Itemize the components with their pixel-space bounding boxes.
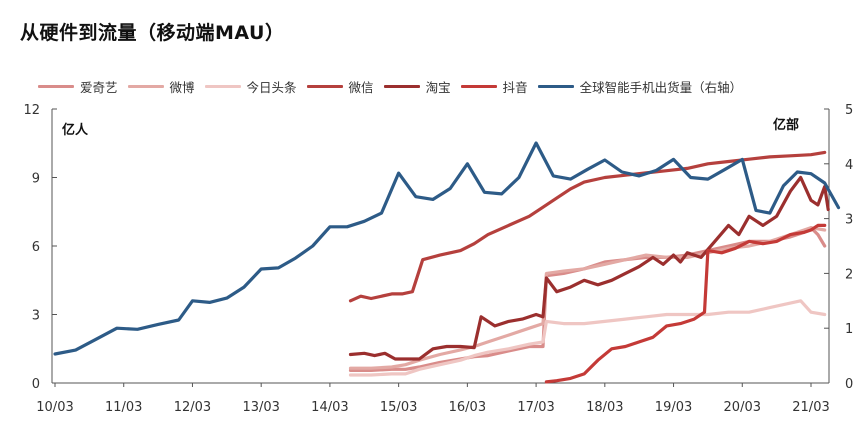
x-tick-label: 11/03 bbox=[105, 400, 142, 415]
legend-swatch bbox=[38, 85, 74, 88]
series-line-微博 bbox=[348, 226, 827, 370]
series-line-淘宝 bbox=[348, 175, 830, 361]
legend-swatch bbox=[306, 85, 343, 88]
legend-item: 爱奇艺 bbox=[38, 77, 118, 96]
legend-label: 今日头条 bbox=[246, 80, 297, 95]
right-tick-label: 3 bbox=[845, 213, 853, 228]
series-line-微信 bbox=[348, 150, 827, 303]
legend-item: 全球智能手机出货量（右轴） bbox=[537, 77, 743, 96]
x-tick-label: 10/03 bbox=[36, 400, 73, 415]
right-tick-label: 2 bbox=[845, 267, 853, 282]
right-tick-label: 0 bbox=[845, 377, 853, 392]
legend-label: 微信 bbox=[348, 80, 374, 95]
left-tick-label: 12 bbox=[23, 103, 40, 118]
x-tick-label: 21/03 bbox=[792, 400, 829, 415]
legend-label: 淘宝 bbox=[425, 80, 451, 95]
x-tick-label: 16/03 bbox=[449, 400, 486, 415]
x-tick-label: 14/03 bbox=[311, 400, 348, 415]
x-tick-label: 15/03 bbox=[380, 400, 417, 415]
x-tick-label: 12/03 bbox=[174, 400, 211, 415]
right-tick-label: 4 bbox=[845, 158, 853, 173]
series-line-抖音 bbox=[544, 223, 827, 384]
legend-item: 微信 bbox=[306, 77, 374, 96]
right-tick-label: 1 bbox=[845, 322, 853, 337]
right-unit-label: 亿部 bbox=[773, 117, 799, 133]
legend-label: 微博 bbox=[169, 80, 195, 95]
left-tick-label: 6 bbox=[32, 240, 40, 255]
chart-title: 从硬件到流量（移动端MAU） bbox=[20, 22, 285, 44]
left-tick-label: 3 bbox=[32, 309, 40, 324]
series-line-今日头条 bbox=[348, 299, 827, 377]
x-tick-label: 19/03 bbox=[655, 400, 692, 415]
x-tick-label: 18/03 bbox=[586, 400, 623, 415]
legend-label: 全球智能手机出货量（右轴） bbox=[579, 80, 743, 95]
legend-swatch bbox=[460, 85, 497, 88]
left-tick-label: 0 bbox=[32, 377, 40, 392]
legend-item: 抖音 bbox=[460, 77, 528, 96]
legend-item: 今日头条 bbox=[204, 77, 297, 96]
x-tick-label: 17/03 bbox=[517, 400, 554, 415]
right-tick-label: 5 bbox=[845, 103, 853, 118]
legend-swatch bbox=[204, 85, 241, 88]
legend-label: 爱奇艺 bbox=[80, 80, 118, 95]
x-tick-label: 13/03 bbox=[242, 400, 279, 415]
legend: 爱奇艺 微博 今日头条 微信 淘宝 抖音 全球智能手机出货量（右轴） bbox=[38, 77, 752, 96]
legend-item: 淘宝 bbox=[383, 77, 451, 96]
legend-swatch bbox=[127, 85, 164, 88]
left-unit-label: 亿人 bbox=[62, 122, 89, 138]
series-line-全球智能手机出货量（右轴） bbox=[53, 141, 841, 356]
legend-swatch bbox=[383, 85, 420, 88]
legend-swatch bbox=[537, 85, 574, 88]
legend-item: 微博 bbox=[127, 77, 195, 96]
legend-label: 抖音 bbox=[502, 80, 528, 95]
series-line-爱奇艺 bbox=[348, 226, 827, 372]
x-tick-label: 20/03 bbox=[724, 400, 761, 415]
series-lines bbox=[53, 141, 841, 384]
left-tick-label: 9 bbox=[32, 172, 40, 187]
